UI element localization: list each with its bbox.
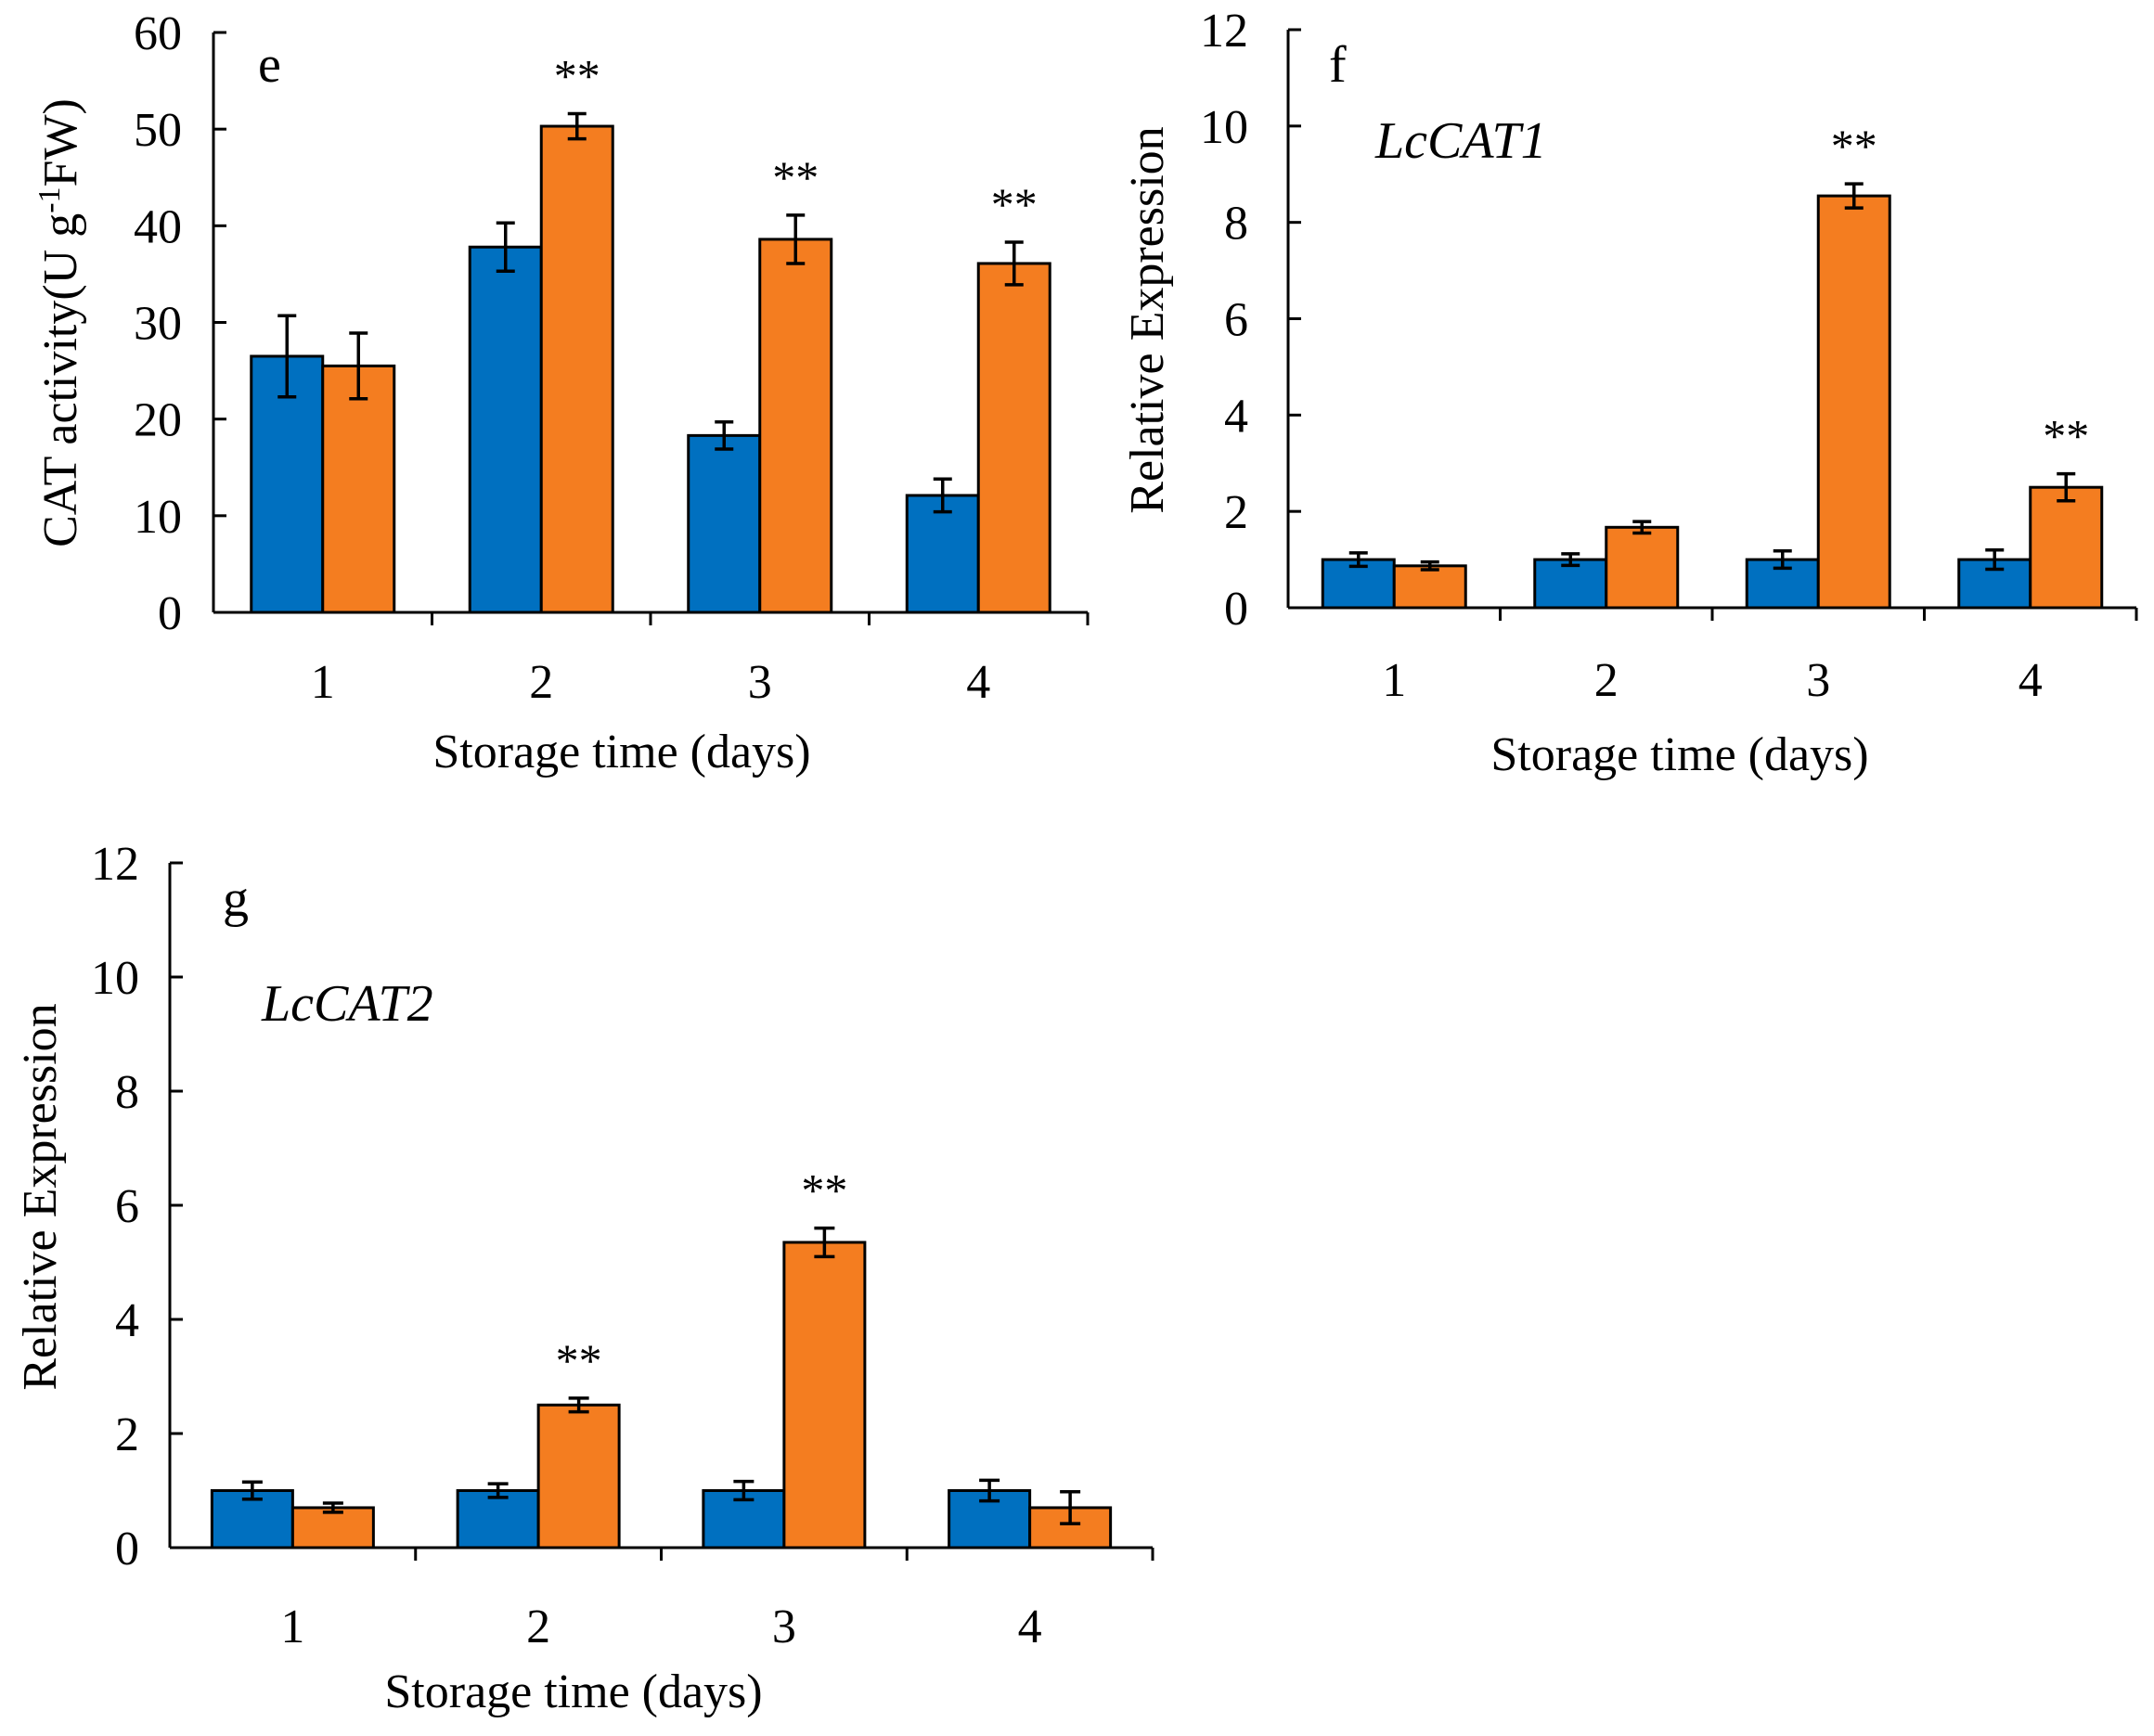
y-axis-title-end: FW) bbox=[34, 98, 87, 186]
y-tick-label: 10 bbox=[1200, 101, 1248, 154]
x-tick-label: 2 bbox=[529, 656, 553, 709]
significance-marker: ** bbox=[2043, 410, 2089, 462]
y-tick-label: 30 bbox=[134, 298, 182, 351]
y-tick-label: 0 bbox=[158, 587, 182, 640]
y-axis-title-text: Relative Expression bbox=[1121, 126, 1174, 513]
y-axis-title: CAT activity(U g-1FW) bbox=[32, 98, 88, 547]
y-axis-title-text: Relative Expression bbox=[14, 1003, 67, 1390]
y-tick-label: 10 bbox=[134, 491, 182, 544]
x-tick-label: 1 bbox=[280, 1601, 304, 1653]
significance-marker: ** bbox=[1831, 120, 1877, 172]
significance-marker: ** bbox=[556, 1334, 602, 1386]
y-axis-title-superscript: -1 bbox=[32, 186, 67, 212]
bar-series-orange-day-1 bbox=[290, 1506, 375, 1550]
y-tick-label: 12 bbox=[91, 838, 139, 891]
bar-series-orange-day-2 bbox=[1605, 525, 1680, 610]
y-axis-title-text: CAT activity(U g bbox=[34, 213, 87, 547]
significance-marker: ** bbox=[991, 178, 1038, 230]
x-axis-title: Storage time (days) bbox=[432, 726, 810, 778]
x-tick-label: 4 bbox=[2019, 654, 2043, 707]
y-tick-label: 60 bbox=[134, 7, 182, 60]
x-tick-label: 4 bbox=[1018, 1601, 1042, 1653]
y-tick-label: 4 bbox=[115, 1294, 139, 1347]
x-tick-label: 2 bbox=[526, 1601, 550, 1653]
bar-series-orange-day-4 bbox=[976, 262, 1051, 614]
bar-series-blue-day-2 bbox=[456, 1489, 540, 1550]
y-tick-label: 20 bbox=[134, 394, 182, 447]
x-tick-label: 1 bbox=[311, 656, 335, 709]
bar-series-orange-day-3 bbox=[1816, 194, 1891, 610]
y-tick-label: 6 bbox=[1224, 294, 1248, 347]
x-tick-label: 1 bbox=[1382, 654, 1406, 707]
y-tick-label: 12 bbox=[1200, 5, 1248, 58]
x-tick-label: 3 bbox=[1806, 654, 1830, 707]
y-tick-label: 0 bbox=[115, 1523, 139, 1575]
y-tick-label: 0 bbox=[1224, 583, 1248, 636]
panel-label: e bbox=[258, 36, 281, 94]
y-tick-label: 50 bbox=[134, 104, 182, 157]
y-tick-label: 10 bbox=[91, 952, 139, 1005]
x-tick-label: 3 bbox=[748, 656, 772, 709]
x-tick-label: 3 bbox=[772, 1601, 796, 1653]
y-axis-title: Relative Expression bbox=[1121, 126, 1174, 513]
chart-panel-e: 0 10 20 30 40 50 60 1 2 3 4 ** ** ** e Storage time (da… bbox=[32, 7, 1090, 778]
significance-marker: ** bbox=[772, 151, 819, 203]
bar-series-orange-day-3 bbox=[758, 238, 833, 614]
significance-marker: ** bbox=[554, 50, 600, 102]
y-tick-label: 2 bbox=[115, 1408, 139, 1461]
y-tick-label: 40 bbox=[134, 200, 182, 253]
x-tick-label: 4 bbox=[966, 656, 990, 709]
x-axis-title: Storage time (days) bbox=[1490, 728, 1868, 781]
bar-series-blue-day-2 bbox=[468, 245, 543, 614]
y-axis-title: Relative Expression bbox=[14, 1003, 67, 1390]
bar-series-orange-day-2 bbox=[536, 1403, 621, 1550]
panel-label: f bbox=[1329, 36, 1347, 94]
bar-series-orange-day-1 bbox=[321, 364, 396, 614]
bar-series-orange-day-1 bbox=[1392, 564, 1467, 610]
x-axis-title: Storage time (days) bbox=[384, 1665, 762, 1718]
gene-label: LcCAT1 bbox=[1374, 112, 1547, 170]
x-tick-label: 2 bbox=[1594, 654, 1619, 707]
bar-series-orange-day-3 bbox=[782, 1241, 867, 1550]
y-tick-label: 6 bbox=[115, 1180, 139, 1233]
significance-marker: ** bbox=[801, 1164, 847, 1216]
y-tick-label: 2 bbox=[1224, 486, 1248, 539]
gene-label: LcCAT2 bbox=[261, 975, 433, 1033]
y-tick-label: 8 bbox=[1224, 198, 1248, 251]
bar-series-orange-day-4 bbox=[2029, 485, 2104, 610]
panel-label: g bbox=[223, 870, 249, 928]
y-tick-label: 8 bbox=[115, 1066, 139, 1119]
bar-series-orange-day-2 bbox=[539, 124, 614, 614]
bar-series-blue-day-3 bbox=[687, 433, 762, 614]
y-tick-label: 4 bbox=[1224, 390, 1248, 443]
